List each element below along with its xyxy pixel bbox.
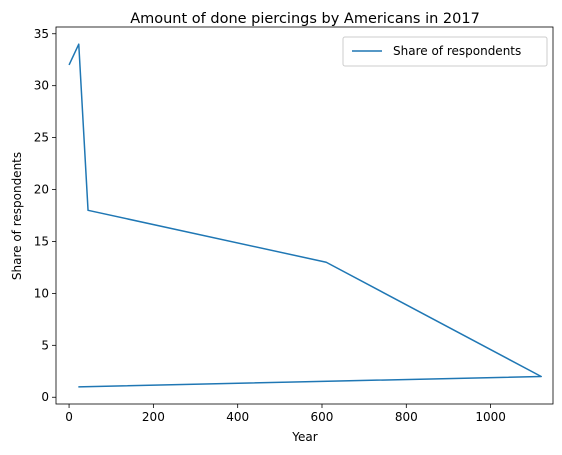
y-tick-label: 25 [34,131,49,145]
x-tick-label: 0 [65,410,73,424]
x-tick-label: 800 [395,410,418,424]
y-tick-label: 10 [34,286,49,300]
x-axis-ticks: 0 200 400 600 800 1000 [65,404,506,424]
x-axis-label: Year [291,430,317,444]
y-tick-label: 0 [41,390,49,404]
series-line [68,43,542,388]
chart-title: Amount of done piercings by Americans in… [130,11,480,27]
legend: Share of respondents [342,36,548,67]
plot-frame [55,26,554,405]
y-tick-label: 35 [34,27,49,41]
plot-area: 0 200 400 600 800 1000 0 5 10 15 20 25 30 35 [34,26,554,424]
x-tick-label: 200 [142,410,165,424]
y-tick-label: 5 [41,338,49,352]
legend-box [342,36,548,67]
y-axis-ticks: 0 5 10 15 20 25 30 35 [34,27,56,404]
series-layer [68,43,542,388]
y-tick-label: 30 [34,79,49,93]
x-tick-label: 1000 [475,410,506,424]
y-axis-label: Share of respondents [10,152,24,280]
legend-label: Share of respondents [393,44,521,58]
x-tick-label: 600 [311,410,334,424]
y-tick-label: 15 [34,234,49,248]
x-tick-label: 400 [226,410,249,424]
y-tick-label: 20 [34,183,49,197]
